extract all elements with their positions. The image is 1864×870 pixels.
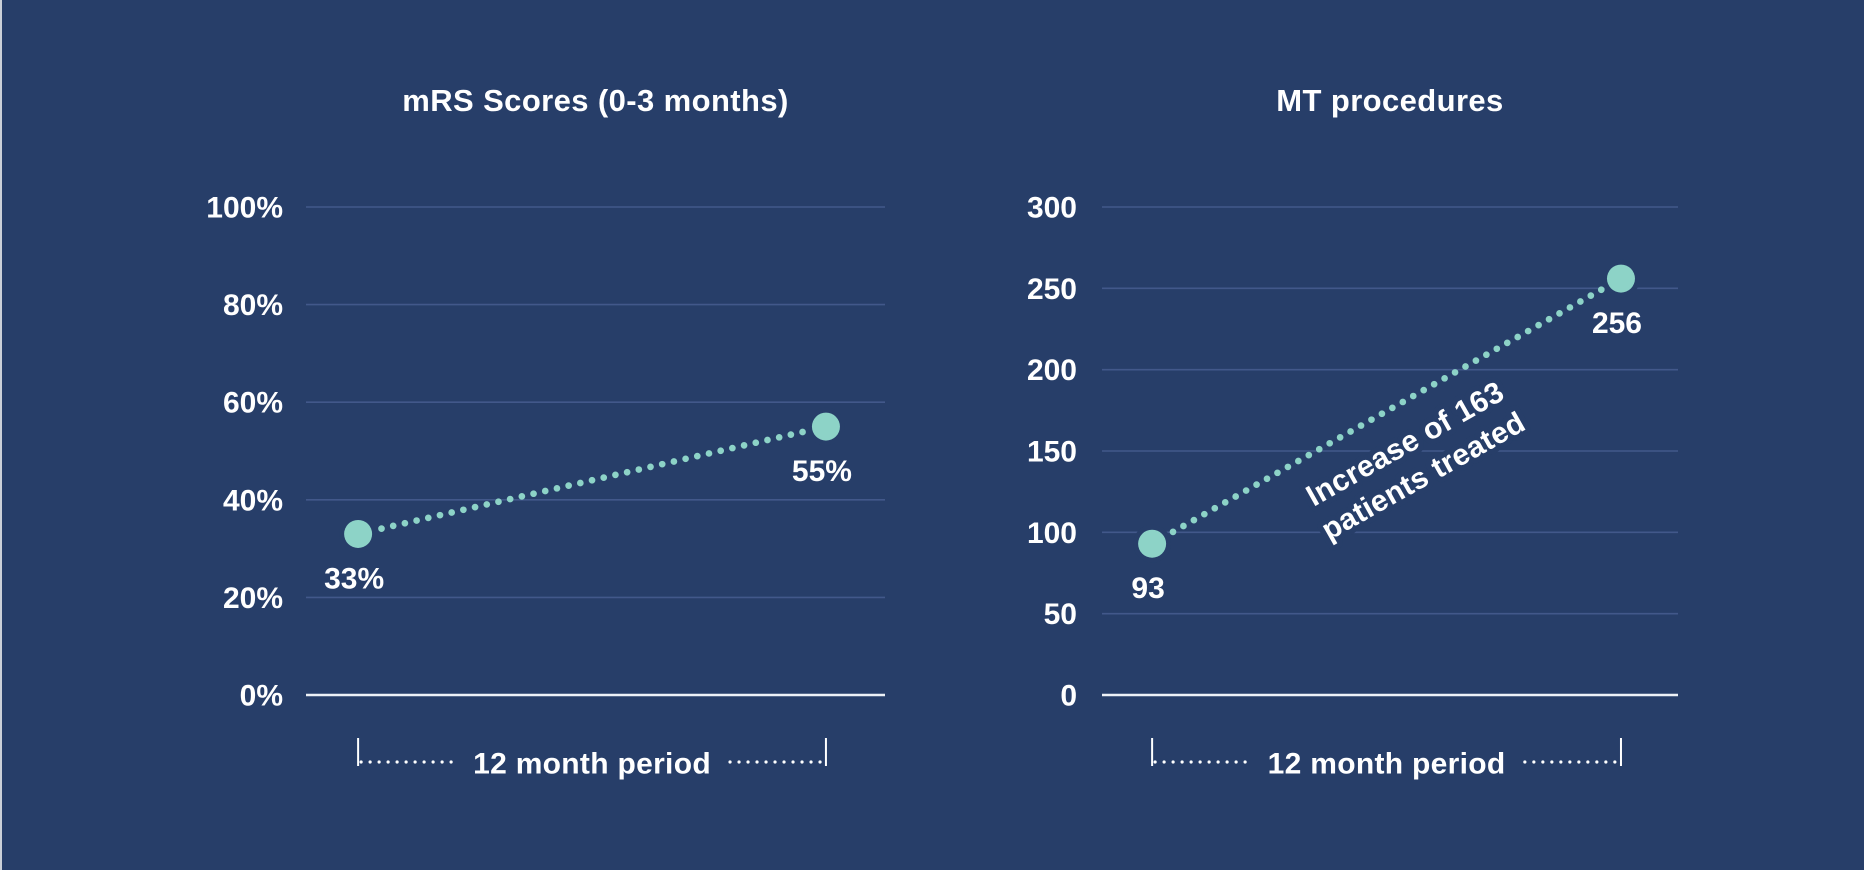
data-point-marker: [1606, 264, 1635, 293]
data-point-marker: [344, 519, 373, 548]
data-point-value-label: 55%: [792, 455, 852, 488]
y-tick-label: 150: [1027, 436, 1077, 469]
window-left-edge: [0, 0, 2, 870]
data-point-value-label: 256: [1592, 307, 1642, 340]
trend-annotation: Increase of 163patients treated: [1298, 374, 1531, 547]
data-point-marker: [811, 412, 840, 441]
chart-mt-procedures: 0 50 100 150 200 250 300 93 256 Increase of 163pa…: [1027, 83, 1678, 781]
y-tick-label: 100: [1027, 517, 1077, 550]
y-tick-label: 100%: [206, 192, 283, 225]
x-axis-bracket: 12 month period: [1151, 738, 1622, 781]
y-tick-label: 250: [1027, 273, 1077, 306]
data-point-value-label: 33%: [324, 562, 384, 595]
y-tick-label: 80%: [223, 289, 283, 322]
chart-title: mRS Scores (0-3 months): [402, 83, 788, 118]
y-tick-label: 60%: [223, 387, 283, 420]
y-tick-label: 200: [1027, 354, 1077, 387]
data-point-value-label: 93: [1131, 572, 1164, 605]
chart-mrs-scores: 0% 20% 40% 60% 80% 100% 33% 55% 12 month period m…: [206, 83, 885, 781]
trend-dotted-line: [354, 423, 830, 538]
y-tick-label: 300: [1027, 192, 1077, 225]
chart-title: MT procedures: [1276, 83, 1503, 118]
x-axis-bracket: 12 month period: [357, 738, 827, 781]
y-tick-label: 40%: [223, 484, 283, 517]
x-axis-period-label: 12 month period: [1268, 748, 1506, 781]
y-tick-label: 20%: [223, 582, 283, 615]
x-axis-period-label: 12 month period: [473, 748, 711, 781]
data-point-marker: [1138, 529, 1167, 558]
y-tick-label: 0%: [240, 680, 283, 713]
y-tick-label: 0: [1060, 680, 1077, 713]
y-tick-label: 50: [1044, 598, 1077, 631]
